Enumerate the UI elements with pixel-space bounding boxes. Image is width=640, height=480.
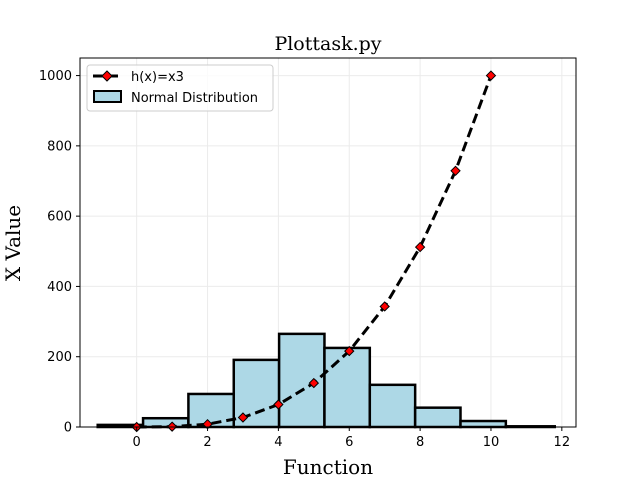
legend-frame [86, 64, 274, 112]
y-tick-label: 0 [64, 421, 72, 436]
legend: h(x)=x3 Normal Distribution [86, 64, 274, 112]
line-marker [308, 377, 320, 389]
x-tick-label: 0 [133, 435, 141, 450]
y-tick-label: 600 [47, 210, 72, 225]
y-tick-label: 200 [47, 350, 72, 365]
y-tick-label: 400 [47, 280, 72, 295]
line-marker [485, 70, 497, 81]
x-tick-label: 6 [345, 435, 353, 450]
histogram-bar [323, 346, 372, 429]
x-tick-label: 12 [554, 435, 571, 450]
histogram-bar [368, 383, 417, 429]
x-axis-title: Function [283, 455, 373, 479]
legend-bar-swatch [93, 90, 122, 103]
y-tick-label: 1000 [39, 69, 72, 84]
line-marker [414, 241, 426, 253]
legend-label-histogram: Normal Distribution [131, 91, 258, 106]
plot-area: 0 2 4 6 8 10 12 0 200 400 600 800 1000 [39, 57, 577, 450]
histogram-bar [141, 416, 190, 429]
legend-label-line: h(x)=x3 [131, 70, 184, 85]
line-marker [344, 345, 355, 357]
histogram-bar [413, 406, 462, 429]
x-tick-label: 10 [483, 435, 500, 450]
y-tick-label: 800 [47, 139, 72, 154]
legend-marker-swatch [101, 70, 113, 82]
x-tick-label: 2 [203, 435, 211, 450]
y-axis-title: X Value [1, 205, 25, 281]
histogram-bar [277, 332, 326, 429]
line-marker [237, 412, 249, 423]
line-marker [273, 399, 284, 410]
line-marker [450, 165, 461, 177]
histogram-bar [459, 419, 508, 429]
line-marker [379, 301, 390, 312]
x-tick-label: 4 [274, 435, 282, 450]
x-tick-label: 8 [416, 435, 424, 450]
chart-title: Plottask.py [274, 33, 381, 55]
axes-frame [79, 57, 577, 428]
